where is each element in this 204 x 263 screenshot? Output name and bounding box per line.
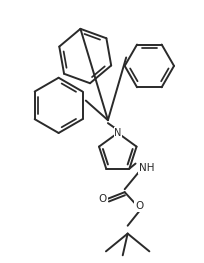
Text: N: N [114, 128, 121, 138]
Text: O: O [98, 194, 107, 204]
Text: NH: NH [139, 163, 154, 173]
Text: O: O [135, 201, 143, 211]
